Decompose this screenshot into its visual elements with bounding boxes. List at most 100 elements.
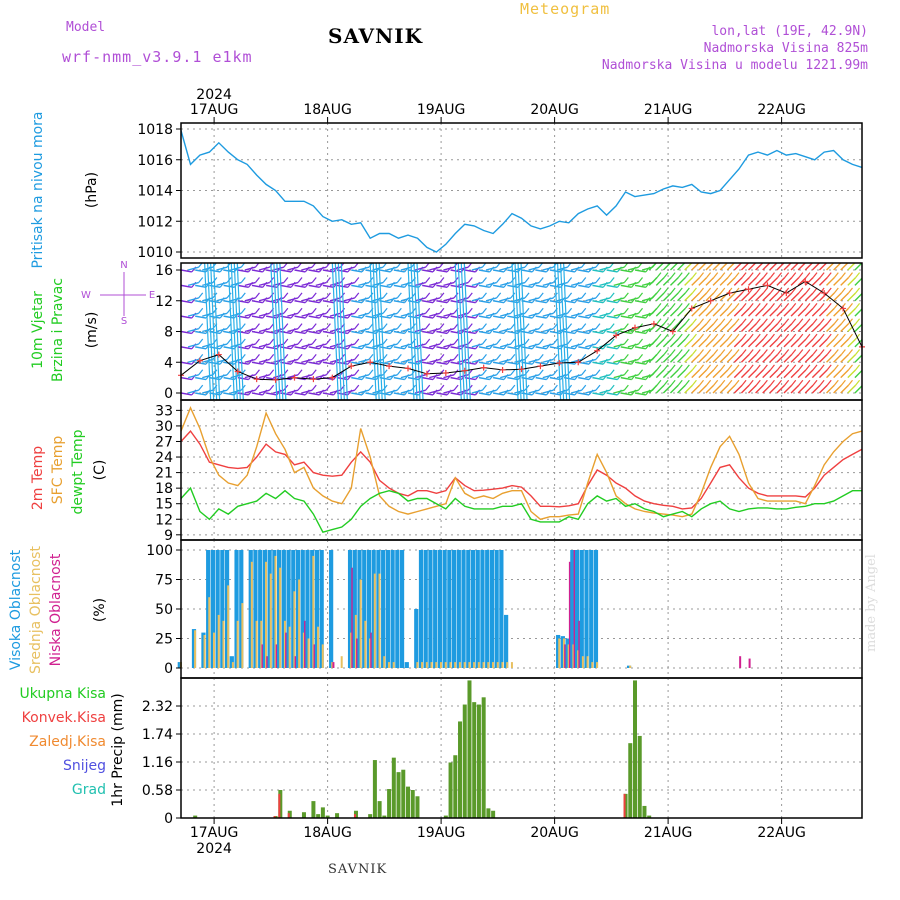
wind-speed-point [461, 367, 468, 374]
wind-barb-flag [283, 323, 289, 330]
cloud-high-bar [319, 550, 324, 668]
wind-barb-flag [684, 349, 690, 355]
cloud-mid-bar [444, 662, 447, 668]
cloud-high-bar [570, 550, 575, 668]
cloud-mid-bar [425, 662, 428, 668]
wind-barb-flag [812, 318, 818, 325]
cloud-high-bar [579, 550, 584, 668]
wind-streak [563, 263, 571, 400]
wind-barb [315, 327, 327, 333]
wind-barb-flag [727, 333, 733, 340]
wind-barb [493, 315, 505, 319]
wind-barb [620, 269, 632, 273]
wind-barb [599, 343, 611, 348]
wind-barb-flag [524, 263, 530, 268]
wind-barb-flag [609, 369, 615, 376]
wind-barb-flag [863, 303, 867, 308]
wind-barb [528, 281, 540, 287]
wind-barb [719, 369, 729, 379]
wind-barb-flag [482, 323, 487, 330]
wind-barb-flag [713, 302, 719, 309]
wind-barb [769, 323, 779, 332]
cloud-low-bar [573, 550, 576, 668]
wind-barb-flag [840, 318, 846, 325]
wind-barb-flag [368, 369, 374, 376]
wind-streak [520, 263, 528, 400]
wind-barb [833, 353, 842, 363]
wind-barb [542, 266, 554, 271]
wind-barb-flag [283, 338, 289, 345]
wind-barb [748, 277, 757, 286]
wind-barb-flag [269, 292, 275, 299]
wind-barb [570, 358, 582, 363]
cloud-high-bar [475, 550, 480, 668]
wind-barb-flag [840, 379, 846, 386]
wind-barb [847, 353, 857, 363]
wind-barb-flag [255, 263, 260, 268]
x-tick-label-top: 18AUG [303, 102, 352, 118]
wind-barb [634, 361, 646, 365]
wind-barb-flag [510, 384, 516, 391]
wind-barb [776, 369, 786, 379]
wind-barb [393, 361, 405, 365]
precip-total-bar [415, 796, 420, 818]
wind-barb [336, 315, 349, 319]
cloud-high-bar [584, 550, 589, 668]
wind-barb-flag [706, 379, 712, 386]
wind-barb [627, 281, 639, 287]
wind-barb [790, 338, 800, 348]
cloud-high-bar [191, 629, 197, 668]
wind-barb-flag [638, 307, 643, 314]
wind-barb-flag [255, 323, 260, 330]
wind-streak [276, 263, 284, 400]
wind-barb [379, 284, 391, 288]
legend-total-rain: Ukupna Kisa [19, 686, 106, 702]
wind-barb-flag [198, 323, 204, 330]
wind-barb [351, 392, 363, 396]
wind-barb-flag [720, 318, 726, 325]
wind-barb-flag [311, 277, 317, 283]
wind-barb [429, 389, 441, 394]
wind-barb [662, 353, 672, 363]
wind-barb-flag [656, 318, 662, 325]
wind-barb [592, 315, 604, 319]
wind-barb [677, 307, 686, 317]
wind-barb [811, 277, 821, 286]
wind-speed-point [499, 366, 506, 373]
wind-barb-flag [784, 272, 790, 278]
wind-barb [251, 300, 263, 304]
wind-barb-flag [748, 349, 754, 355]
wind-barb-flag [713, 272, 719, 278]
wind-barb [613, 374, 625, 379]
wind-barb [195, 330, 207, 335]
wind-barb-flag [609, 292, 615, 299]
y-tick-label: 1016 [137, 153, 173, 169]
y-tick-label: 12 [155, 294, 173, 310]
wind-barb [648, 292, 658, 302]
wind-barb-flag [855, 349, 861, 355]
wind-barb-flag [713, 379, 719, 386]
wind-barb [570, 327, 582, 333]
wind-barb-flag [297, 369, 303, 376]
wind-barb-flag [255, 384, 260, 391]
wind-barb [542, 389, 554, 394]
wind-barb [429, 312, 441, 317]
wind-barb [740, 384, 750, 394]
cloud-mid-bar [492, 662, 495, 668]
precip-total-bar [637, 735, 642, 818]
wind-barb [826, 292, 835, 302]
wind-barb [237, 346, 249, 350]
wind-speed-point [442, 370, 449, 377]
wind-barb-flag [762, 302, 768, 309]
wind-barb-flag [663, 318, 669, 325]
wind-barb [648, 353, 658, 363]
wind-barb-flag [755, 333, 761, 340]
wind-barb [797, 323, 807, 332]
wind-barb-flag [283, 292, 289, 299]
y-tick-label: 1012 [137, 214, 173, 230]
cloud-mid-bar [260, 620, 263, 668]
wind-barb [861, 392, 862, 393]
precip-total-bar [448, 762, 453, 818]
cloud-mid-bar [222, 620, 225, 668]
wind-barb [613, 343, 625, 348]
